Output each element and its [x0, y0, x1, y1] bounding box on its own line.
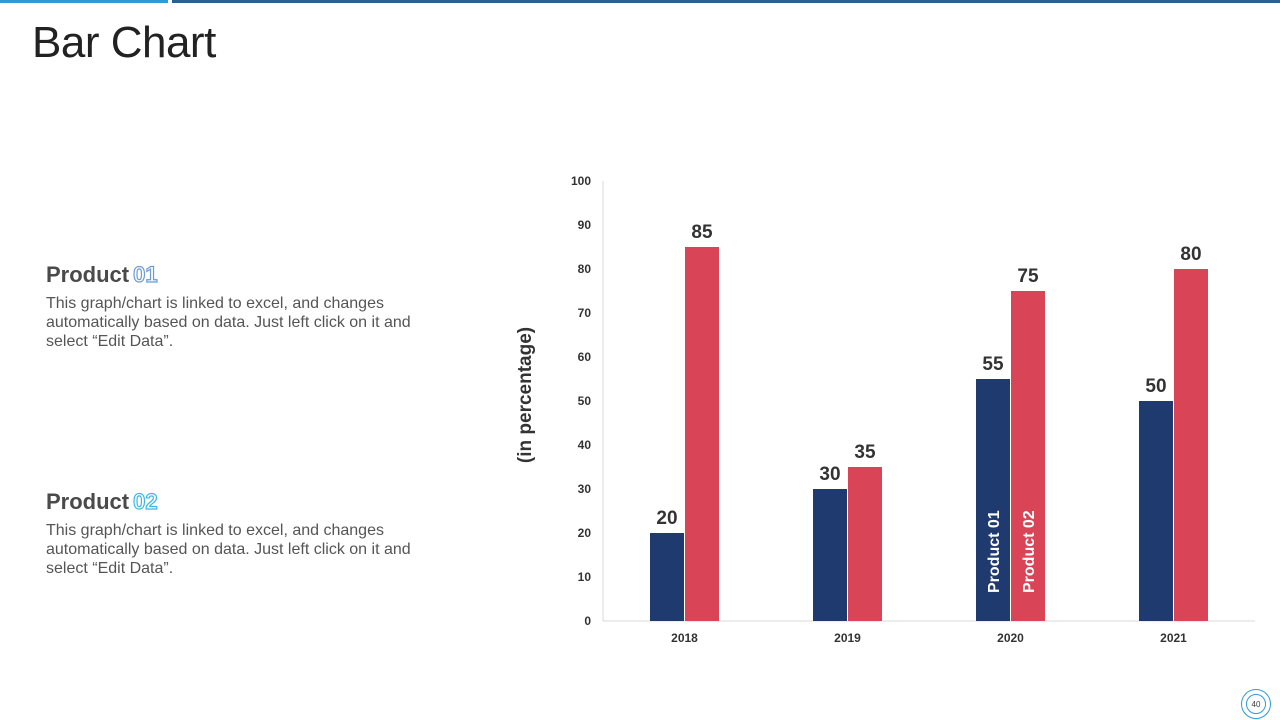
page-title: Bar Chart — [32, 18, 216, 67]
y-tick-label: 0 — [584, 614, 591, 628]
product-01-label: Product — [46, 262, 130, 287]
product-02-block: Product 02 This graph/chart is linked to … — [46, 488, 426, 578]
y-tick-label: 70 — [578, 306, 592, 320]
series-label-in-bar: Product 02 — [1021, 510, 1038, 593]
data-label: 55 — [982, 354, 1004, 375]
x-tick-label: 2021 — [1160, 631, 1187, 645]
bar-product-01-2020 — [976, 379, 1010, 621]
product-02-description: This graph/chart is linked to excel, and… — [46, 522, 411, 577]
data-label: 35 — [854, 442, 876, 463]
x-tick-label: 2019 — [834, 631, 861, 645]
y-tick-label: 60 — [578, 350, 592, 364]
bar-product-02-2018 — [685, 247, 719, 621]
product-02-label: Product — [46, 489, 130, 514]
y-tick-label: 100 — [571, 174, 591, 188]
data-label: 80 — [1180, 244, 1201, 265]
bar-product-02-2019 — [848, 467, 882, 621]
data-label: 85 — [691, 222, 713, 243]
bar-product-02-2020 — [1011, 291, 1045, 621]
y-tick-label: 90 — [578, 218, 592, 232]
y-tick-label: 50 — [578, 394, 592, 408]
bar-product-01-2019 — [813, 489, 847, 621]
y-tick-label: 40 — [578, 438, 592, 452]
y-axis-title: (in percentage) — [515, 327, 536, 463]
product-01-block: Product 01 This graph/chart is linked to … — [46, 261, 426, 351]
page-number: 40 — [1246, 694, 1266, 714]
bar-product-01-2021 — [1139, 401, 1173, 621]
x-tick-label: 2020 — [997, 631, 1024, 645]
top-accent-rule — [0, 0, 168, 3]
product-02-heading: Product 02 — [46, 488, 426, 515]
product-01-heading: Product 01 — [46, 261, 426, 288]
x-tick-label: 2018 — [671, 631, 698, 645]
series-label-in-bar: Product 01 — [986, 510, 1003, 593]
data-label: 20 — [656, 508, 677, 529]
y-tick-label: 30 — [578, 482, 592, 496]
bar-product-02-2021 — [1174, 269, 1208, 621]
product-02-number: 02 — [133, 488, 159, 514]
data-label: 30 — [819, 464, 840, 485]
bar-product-01-2018 — [650, 533, 684, 621]
page-number-badge: 40 — [1241, 689, 1271, 719]
data-label: 50 — [1145, 376, 1166, 397]
y-tick-label: 10 — [578, 570, 592, 584]
y-tick-label: 20 — [578, 526, 592, 540]
product-01-number: 01 — [133, 261, 159, 287]
product-01-description: This graph/chart is linked to excel, and… — [46, 295, 411, 350]
top-rule — [172, 0, 1280, 3]
y-tick-label: 80 — [578, 262, 592, 276]
data-label: 75 — [1017, 266, 1039, 287]
